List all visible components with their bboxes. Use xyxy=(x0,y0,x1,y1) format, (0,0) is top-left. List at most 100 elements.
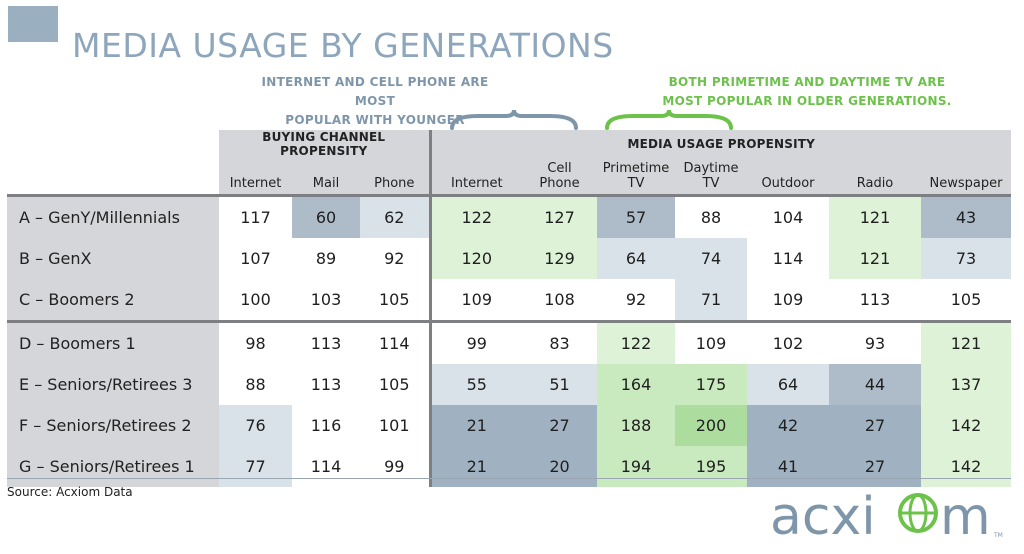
table-cell: 27 xyxy=(522,405,597,446)
table-cell: 41 xyxy=(747,446,829,487)
table-cell: 200 xyxy=(675,405,747,446)
brace-left-icon xyxy=(450,109,578,130)
table-cell: 98 xyxy=(219,320,292,364)
column-header: Internet xyxy=(428,158,522,196)
row-label: D – Boomers 1 xyxy=(7,320,219,364)
table-cell: 109 xyxy=(675,320,747,364)
table-cell: 175 xyxy=(675,364,747,405)
table-cell: 114 xyxy=(292,446,360,487)
table-cell: 117 xyxy=(219,194,292,238)
table-row: D – Boomers 1 98 113 114 99 83 122 109 102 93 121 xyxy=(7,320,1011,364)
column-header: Outdoor xyxy=(747,158,829,196)
table-cell: 194 xyxy=(597,446,675,487)
table-cell: 102 xyxy=(747,320,829,364)
row-label: B – GenX xyxy=(7,238,219,279)
table-cell: 107 xyxy=(219,238,292,279)
table-row: G – Seniors/Retirees 1 77 114 99 21 20 194 195 4… xyxy=(7,446,1011,487)
table-cell: 64 xyxy=(747,364,829,405)
table-cell: 137 xyxy=(921,364,1011,405)
table-row: F – Seniors/Retirees 2 76 116 101 21 27 188 200… xyxy=(7,405,1011,446)
table-cell: 109 xyxy=(747,279,829,322)
page-title: MEDIA USAGE BY GENERATIONS xyxy=(72,26,614,66)
table-cell: 62 xyxy=(360,194,430,238)
column-group-header: MEDIA USAGE PROPENSITY xyxy=(428,130,1011,158)
table-cell: 116 xyxy=(292,405,360,446)
table-cell: 109 xyxy=(428,279,522,322)
annotation-tv: BOTH PRIMETIME AND DAYTIME TV ARE MOST P… xyxy=(662,75,952,108)
usage-table: BUYING CHANNEL PROPENSITY MEDIA USAGE PRO… xyxy=(7,130,1011,487)
table-cell: 122 xyxy=(428,194,522,238)
table-row: E – Seniors/Retirees 3 88 113 105 55 51 164 175… xyxy=(7,364,1011,405)
table-cell: 76 xyxy=(219,405,292,446)
divider xyxy=(7,478,1011,479)
column-header: Mail xyxy=(292,158,360,196)
table-cell: 92 xyxy=(360,238,430,279)
table-cell: 27 xyxy=(829,446,921,487)
row-label: A – GenY/Millennials xyxy=(7,194,219,238)
column-header: Cell Phone xyxy=(522,158,597,196)
table-cell: 55 xyxy=(428,364,522,405)
column-header: Radio xyxy=(829,158,921,196)
table-cell: 142 xyxy=(921,446,1011,487)
table-cell: 88 xyxy=(219,364,292,405)
table-cell: 93 xyxy=(829,320,921,364)
table-cell: 127 xyxy=(522,194,597,238)
table-cell: 74 xyxy=(675,238,747,279)
table-cell: 101 xyxy=(360,405,430,446)
header-empty xyxy=(7,158,219,196)
table-cell: 195 xyxy=(675,446,747,487)
table-cell: 113 xyxy=(292,364,360,405)
title-block xyxy=(8,6,58,42)
row-label: C – Boomers 2 xyxy=(7,279,219,322)
table-row: C – Boomers 2 100 103 105 109 108 92 71 109 113 10… xyxy=(7,279,1011,322)
table-cell: 73 xyxy=(921,238,1011,279)
table-cell: 113 xyxy=(829,279,921,322)
table-cell: 188 xyxy=(597,405,675,446)
table-cell: 60 xyxy=(292,194,360,238)
column-header: Newspaper xyxy=(921,158,1011,196)
row-label: G – Seniors/Retirees 1 xyxy=(7,446,219,487)
table-cell: 21 xyxy=(428,405,522,446)
table-cell: 121 xyxy=(829,194,921,238)
table-cell: 71 xyxy=(675,279,747,322)
header-empty xyxy=(7,130,219,158)
table-cell: 21 xyxy=(428,446,522,487)
brace-right-icon xyxy=(605,109,733,130)
svg-text:m: m xyxy=(940,487,991,546)
column-header: Primetime TV xyxy=(597,158,675,196)
column-header: Internet xyxy=(219,158,292,196)
acxiom-logo: acxi m TM xyxy=(770,486,1010,546)
column-header: Daytime TV xyxy=(675,158,747,196)
table-cell: 92 xyxy=(597,279,675,322)
table-cell: 64 xyxy=(597,238,675,279)
table-cell: 120 xyxy=(428,238,522,279)
table-cell: 104 xyxy=(747,194,829,238)
table-cell: 105 xyxy=(921,279,1011,322)
table-cell: 164 xyxy=(597,364,675,405)
table-cell: 105 xyxy=(360,364,430,405)
table-cell: 114 xyxy=(747,238,829,279)
table-cell: 77 xyxy=(219,446,292,487)
table-cell: 121 xyxy=(921,320,1011,364)
table-cell: 129 xyxy=(522,238,597,279)
table-cell: 122 xyxy=(597,320,675,364)
table-cell: 20 xyxy=(522,446,597,487)
table-cell: 88 xyxy=(675,194,747,238)
table-cell: 27 xyxy=(829,405,921,446)
table-cell: 51 xyxy=(522,364,597,405)
source-note: Source: Acxiom Data xyxy=(7,485,133,499)
row-label: F – Seniors/Retirees 2 xyxy=(7,405,219,446)
column-group-header: BUYING CHANNEL PROPENSITY xyxy=(219,130,430,158)
table-cell: 99 xyxy=(360,446,430,487)
table-cell: 121 xyxy=(829,238,921,279)
table-cell: 44 xyxy=(829,364,921,405)
table-cell: 42 xyxy=(747,405,829,446)
table-cell: 100 xyxy=(219,279,292,322)
table-cell: 108 xyxy=(522,279,597,322)
table-cell: 99 xyxy=(428,320,522,364)
table-cell: 43 xyxy=(921,194,1011,238)
trademark-mark: TM xyxy=(994,532,1003,539)
table-cell: 89 xyxy=(292,238,360,279)
table-row: A – GenY/Millennials 117 60 62 122 127 57 88 104… xyxy=(7,194,1011,238)
table-cell: 114 xyxy=(360,320,430,364)
